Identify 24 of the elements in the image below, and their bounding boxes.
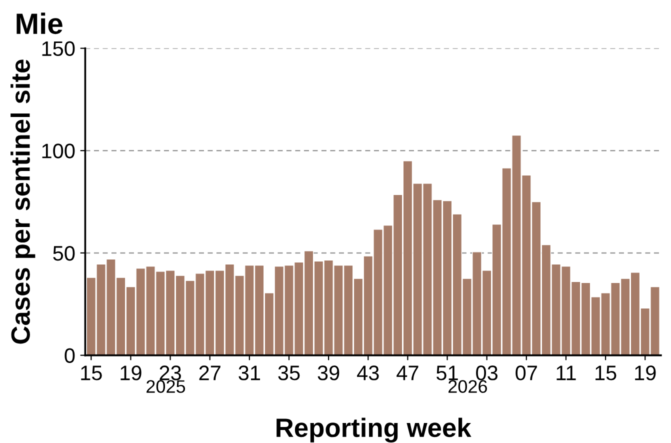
y-tick-label: 0 <box>64 348 75 364</box>
text: 2025 <box>146 380 186 393</box>
y-axis-title: Cases per sentinel site <box>10 60 36 344</box>
x-tick-label: 11 <box>556 366 576 380</box>
x-tick-label: 35 <box>278 366 300 380</box>
x-tick-label: 19 <box>120 366 142 380</box>
x-tick-label: 39 <box>318 366 340 380</box>
x-tick-label: 31 <box>238 366 260 380</box>
y-tick-label: 100 <box>42 144 75 158</box>
y-tick-label: 50 <box>53 246 75 261</box>
text: 2026 <box>448 380 487 393</box>
y-tick-label: 150 <box>42 41 75 56</box>
x-axis-title: Reporting week <box>276 418 472 442</box>
x-tick-label: 51 <box>436 366 458 380</box>
x-tick-label: 27 <box>199 366 220 380</box>
x-tick-label: 15 <box>596 366 616 380</box>
x-tick-label: 47 <box>396 366 418 380</box>
x-tick-label: 19 <box>635 366 656 380</box>
x-tick-label: 15 <box>81 366 102 380</box>
chart-title: Mie <box>16 12 62 34</box>
x-tick-label: 23 <box>160 366 181 380</box>
x-tick-label: 03 <box>476 366 498 380</box>
x-tick-label: 43 <box>357 366 379 380</box>
x-tick-label: 07 <box>516 366 537 380</box>
